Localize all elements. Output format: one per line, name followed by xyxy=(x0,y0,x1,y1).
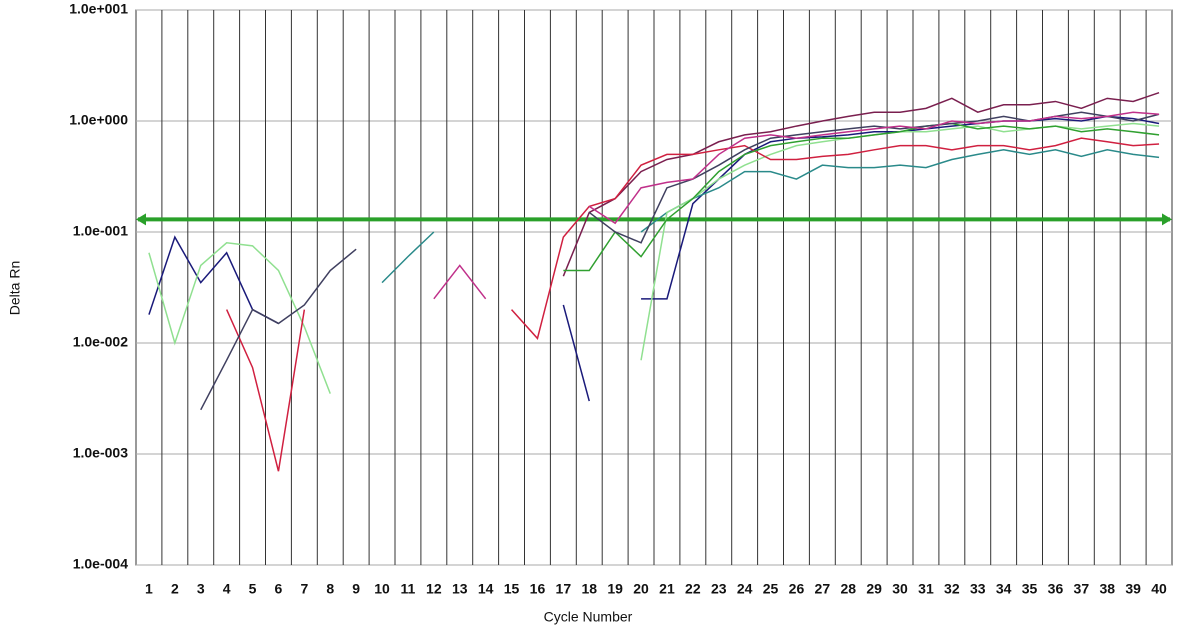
x-tick-label: 14 xyxy=(478,581,494,597)
x-tick-label: 2 xyxy=(171,581,179,597)
x-tick-label: 4 xyxy=(223,581,231,597)
x-tick-label: 20 xyxy=(633,581,649,597)
series-line xyxy=(381,231,435,284)
x-tick-label: 19 xyxy=(607,581,623,597)
y-axis-label: Delta Rn xyxy=(7,261,23,315)
x-tick-label: 18 xyxy=(581,581,597,597)
x-tick-label: 32 xyxy=(944,581,960,597)
threshold-arrow xyxy=(1162,213,1172,226)
y-tick-label: 1.0e-001 xyxy=(73,223,128,239)
x-tick-label: 17 xyxy=(556,581,572,597)
x-tick-label: 9 xyxy=(352,581,360,597)
x-tick-label: 12 xyxy=(426,581,442,597)
threshold-arrow xyxy=(136,213,146,226)
x-tick-label: 36 xyxy=(1048,581,1064,597)
x-tick-label: 35 xyxy=(1022,581,1038,597)
x-tick-label: 24 xyxy=(737,581,753,597)
series-line xyxy=(148,241,331,394)
x-tick-label: 7 xyxy=(300,581,308,597)
x-tick-label: 10 xyxy=(374,581,390,597)
series-line xyxy=(200,248,357,411)
series-line xyxy=(563,122,1160,272)
x-tick-label: 31 xyxy=(918,581,934,597)
x-tick-label: 27 xyxy=(815,581,831,597)
x-tick-label: 16 xyxy=(530,581,546,597)
x-tick-label: 22 xyxy=(685,581,701,597)
x-tick-label: 13 xyxy=(452,581,468,597)
x-tick-label: 3 xyxy=(197,581,205,597)
x-tick-label: 15 xyxy=(504,581,520,597)
y-tick-label: 1.0e-002 xyxy=(73,334,128,350)
series-line xyxy=(588,111,1160,244)
y-tick-label: 1.0e+000 xyxy=(69,112,128,128)
x-tick-label: 26 xyxy=(789,581,805,597)
x-tick-label: 25 xyxy=(763,581,779,597)
series-line xyxy=(433,264,487,300)
x-tick-label: 11 xyxy=(401,581,416,597)
series-line xyxy=(588,111,1160,225)
x-tick-label: 23 xyxy=(711,581,727,597)
y-tick-label: 1.0e-003 xyxy=(73,445,128,461)
series-line xyxy=(562,91,1160,277)
x-tick-label: 6 xyxy=(275,581,283,597)
x-tick-label: 38 xyxy=(1099,581,1115,597)
x-tick-label: 33 xyxy=(970,581,986,597)
x-tick-label: 29 xyxy=(866,581,882,597)
x-tick-label: 21 xyxy=(659,581,675,597)
series-line xyxy=(225,309,306,472)
y-tick-label: 1.0e+001 xyxy=(69,1,128,17)
x-tick-label: 39 xyxy=(1125,581,1141,597)
x-tick-label: 5 xyxy=(249,581,257,597)
series-line xyxy=(640,149,1160,233)
series-line xyxy=(510,137,1160,340)
x-tick-label: 30 xyxy=(892,581,908,597)
x-tick-label: 28 xyxy=(840,581,856,597)
series-line xyxy=(562,304,590,402)
x-tick-label: 1 xyxy=(145,581,153,597)
y-tick-label: 1.0e-004 xyxy=(73,556,128,572)
x-tick-label: 34 xyxy=(996,581,1012,597)
x-axis-label: Cycle Number xyxy=(544,609,633,625)
x-tick-label: 40 xyxy=(1151,581,1167,597)
x-tick-label: 8 xyxy=(326,581,334,597)
x-tick-label: 37 xyxy=(1074,581,1090,597)
